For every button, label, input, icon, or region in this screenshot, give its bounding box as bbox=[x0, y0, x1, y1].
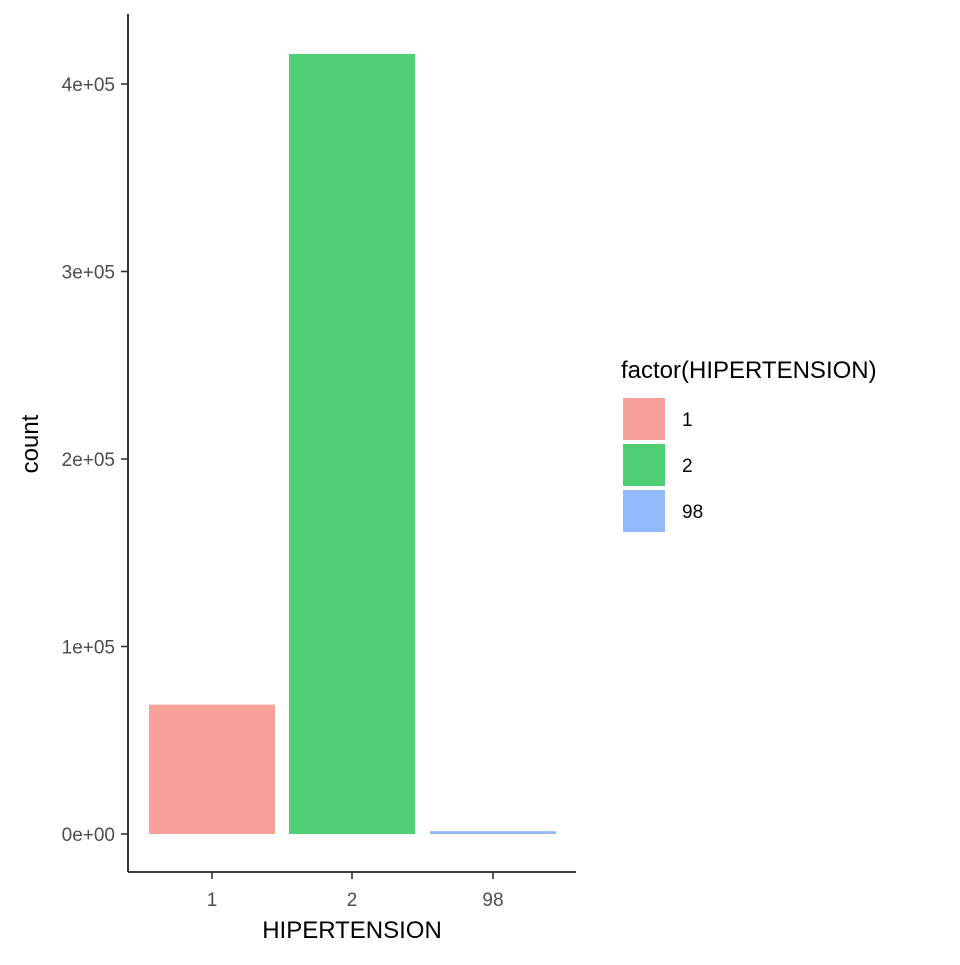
bars-layer bbox=[149, 54, 556, 834]
y-tick-label: 1e+05 bbox=[62, 638, 115, 659]
y-tick-label: 4e+05 bbox=[62, 75, 115, 96]
y-tick-label: 2e+05 bbox=[62, 450, 115, 471]
x-ticks: 1 2 98 bbox=[207, 872, 504, 911]
y-axis-title: count bbox=[17, 414, 44, 473]
legend-key-2 bbox=[623, 444, 665, 486]
bar-1 bbox=[149, 704, 275, 834]
x-tick-label: 2 bbox=[347, 890, 358, 911]
x-tick-label: 98 bbox=[482, 890, 503, 911]
bar-2 bbox=[289, 54, 415, 834]
legend-label-1: 1 bbox=[682, 410, 693, 431]
legend-key-98 bbox=[623, 490, 665, 532]
legend: factor(HIPERTENSION) 1 2 98 bbox=[621, 357, 877, 532]
legend-key-1 bbox=[623, 398, 665, 440]
bar-98 bbox=[430, 831, 556, 834]
y-tick-label: 0e+00 bbox=[62, 825, 115, 846]
legend-label-98: 98 bbox=[682, 502, 703, 523]
y-ticks: 0e+00 1e+05 2e+05 3e+05 4e+05 bbox=[62, 75, 128, 846]
legend-title: factor(HIPERTENSION) bbox=[621, 357, 877, 384]
legend-label-2: 2 bbox=[682, 456, 693, 477]
x-tick-label: 1 bbox=[207, 890, 218, 911]
x-axis-title: HIPERTENSION bbox=[262, 917, 442, 944]
y-tick-label: 3e+05 bbox=[62, 263, 115, 284]
